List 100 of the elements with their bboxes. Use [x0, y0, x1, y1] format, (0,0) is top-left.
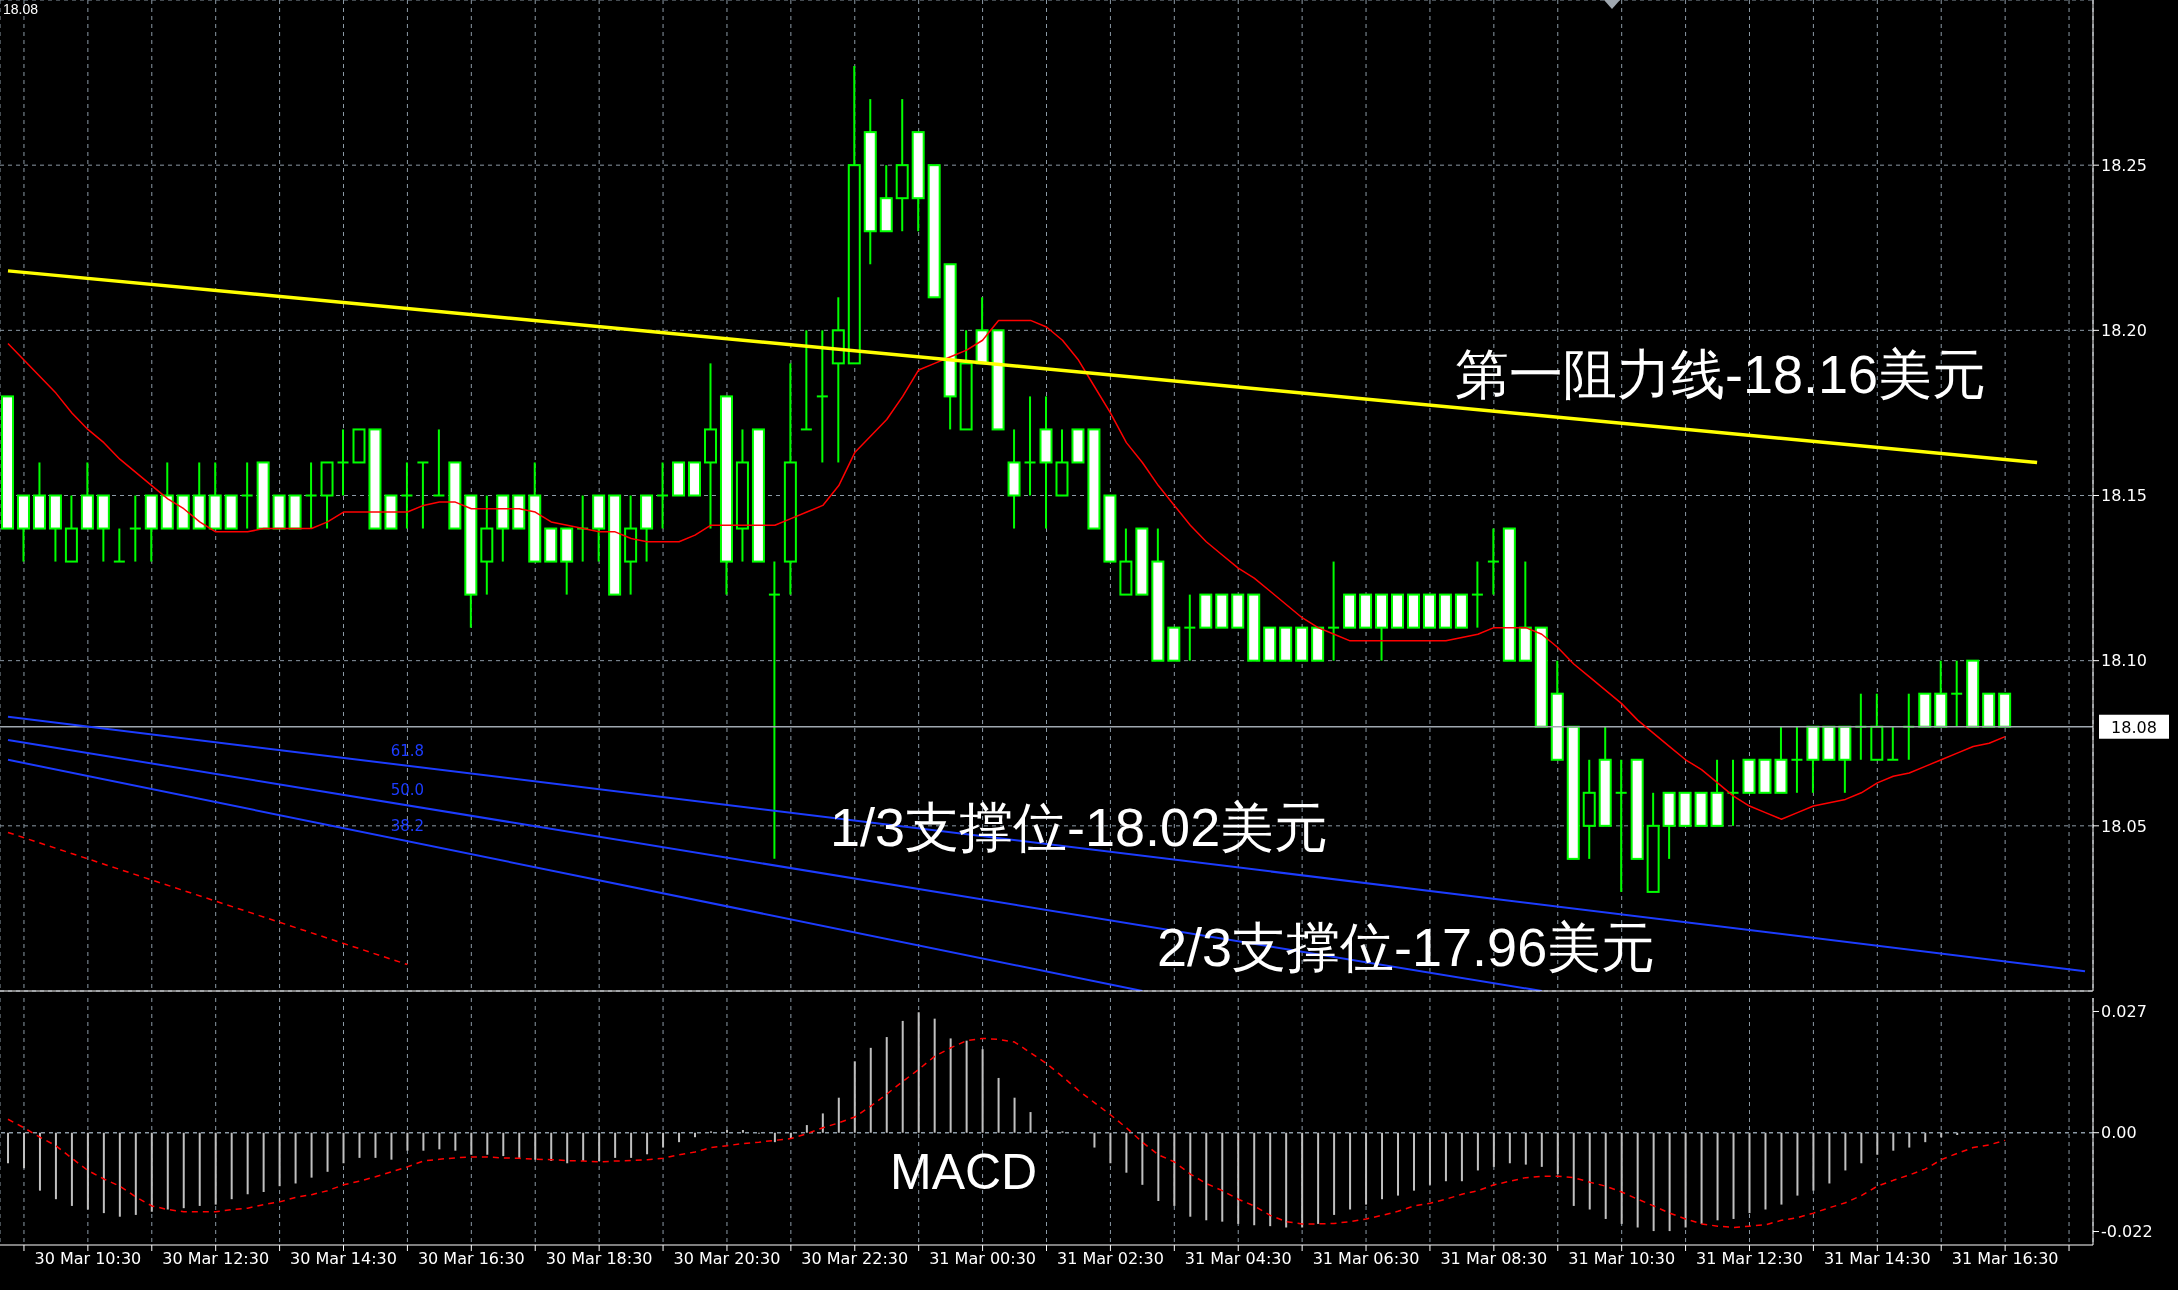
bar	[534, 1132, 537, 1160]
bar	[1652, 1132, 1655, 1232]
bar	[1892, 1132, 1895, 1151]
bar	[1397, 1132, 1400, 1196]
bar	[1013, 1097, 1016, 1133]
bar	[1157, 1132, 1160, 1201]
bar	[1381, 1132, 1384, 1200]
y-tick-label: 0.027	[2101, 1002, 2147, 1022]
candlestick	[432, 428, 446, 497]
bar	[1173, 1132, 1176, 1206]
x-tick-label: 30 Mar 22:30	[801, 1249, 909, 1269]
bar	[246, 1132, 249, 1195]
bar	[1684, 1132, 1687, 1228]
bar	[374, 1132, 377, 1158]
bar	[310, 1132, 313, 1178]
candlestick	[1486, 527, 1500, 596]
bar	[1221, 1132, 1224, 1222]
bar	[630, 1132, 633, 1158]
bar	[502, 1132, 505, 1157]
bar	[86, 1132, 89, 1210]
bar	[1333, 1132, 1336, 1215]
ref-line-label: 18.08	[2111, 717, 2157, 737]
bar	[725, 1130, 728, 1133]
candlestick	[416, 461, 430, 530]
bar	[1716, 1132, 1719, 1221]
bar	[1748, 1132, 1751, 1214]
x-tick-label: 31 Mar 12:30	[1696, 1249, 1803, 1269]
bar	[582, 1132, 585, 1162]
bar	[598, 1132, 601, 1162]
candlestick	[1023, 395, 1037, 497]
bar	[214, 1132, 217, 1205]
bar	[294, 1132, 297, 1184]
x-tick-label: 31 Mar 04:30	[1184, 1249, 1292, 1269]
bar	[662, 1132, 665, 1148]
bar	[773, 1132, 776, 1143]
y-tick-label: 18.15	[2101, 486, 2147, 506]
bar	[166, 1132, 169, 1210]
bar	[821, 1113, 824, 1133]
bar	[1045, 1130, 1048, 1133]
candlestick	[240, 461, 254, 530]
bar	[1029, 1112, 1032, 1133]
bar	[1125, 1132, 1128, 1173]
bar	[566, 1132, 569, 1164]
bar	[1476, 1132, 1479, 1171]
candlestick	[304, 461, 318, 530]
bar	[1812, 1132, 1815, 1191]
candlestick	[128, 494, 142, 563]
bar	[885, 1037, 888, 1133]
bar	[1956, 1132, 1959, 1135]
candlestick	[336, 428, 350, 497]
bar	[422, 1132, 425, 1151]
bar	[1556, 1132, 1559, 1175]
bar	[1428, 1132, 1431, 1185]
bar	[1141, 1132, 1144, 1185]
bar	[869, 1047, 872, 1133]
x-tick-label: 31 Mar 16:30	[1951, 1249, 2059, 1269]
bar	[805, 1125, 808, 1133]
bar	[1253, 1132, 1256, 1226]
bar	[1269, 1132, 1272, 1227]
bar	[1908, 1132, 1911, 1148]
y-tick-label: 18.05	[2101, 816, 2147, 836]
bar	[1205, 1132, 1208, 1221]
x-tick-label: 30 Mar 16:30	[417, 1249, 525, 1269]
x-tick-label: 31 Mar 00:30	[929, 1249, 1037, 1269]
bar	[1876, 1132, 1879, 1155]
bar	[38, 1132, 41, 1191]
x-tick-label: 30 Mar 14:30	[290, 1249, 397, 1269]
x-tick-label: 30 Mar 18:30	[545, 1249, 653, 1269]
bar	[390, 1132, 393, 1160]
bar	[1189, 1132, 1192, 1217]
bar	[1780, 1132, 1783, 1205]
candlestick	[799, 329, 813, 431]
bar	[1492, 1132, 1495, 1167]
bar	[1444, 1132, 1447, 1182]
bar	[1365, 1132, 1368, 1205]
bar	[1301, 1132, 1304, 1228]
line-series	[7, 1037, 2006, 1229]
series-label: 38.2	[390, 817, 425, 836]
bar	[518, 1132, 521, 1158]
bar	[1572, 1132, 1575, 1206]
bar	[470, 1132, 473, 1155]
bar	[1732, 1132, 1735, 1219]
bar	[358, 1132, 361, 1158]
bar	[7, 1132, 9, 1164]
bar	[1860, 1132, 1863, 1164]
series-label: 50.0	[390, 781, 425, 800]
y-tick-label: 18.20	[2101, 321, 2147, 341]
y-tick-label: 18.25	[2101, 155, 2147, 175]
bar	[406, 1132, 409, 1151]
bar	[550, 1132, 553, 1162]
x-tick-label: 30 Mar 12:30	[162, 1249, 270, 1269]
bar	[278, 1132, 281, 1187]
annotation: MACD	[890, 1144, 1038, 1200]
bar	[22, 1132, 25, 1169]
bar	[1924, 1132, 1927, 1143]
bar	[1349, 1132, 1352, 1210]
bar	[1508, 1132, 1511, 1164]
candlestick	[1614, 758, 1628, 893]
bar	[1524, 1132, 1527, 1165]
bar	[1460, 1132, 1463, 1182]
